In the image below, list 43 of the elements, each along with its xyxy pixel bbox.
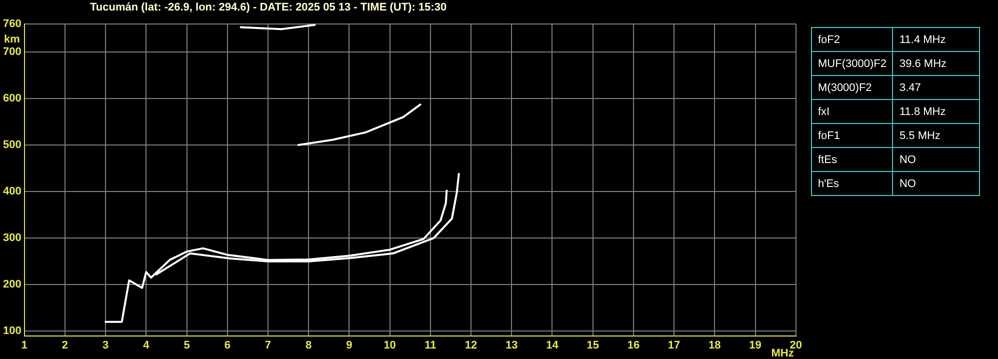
text: foF1 [812,124,893,148]
x-tick-label: 2 [62,339,68,352]
x-tick-label: 18 [708,339,721,352]
chart-title: Tucumán (lat: -26.9, lon: 294.6) - DATE: 2025 05 13 - TIME (UT): 15:30 [90,2,447,14]
text: fxI [812,100,893,124]
x-tick-label: 10 [384,339,396,352]
x-tick-label: 6 [224,339,230,352]
x-tick-label: 7 [264,339,272,352]
y-tick-label: 100 [2,325,22,338]
x-tick-label: 3 [102,339,109,352]
text: ftEs [812,148,893,172]
y-tick-label: 500 [2,139,22,152]
x-tick-label: 1 [21,339,28,352]
text: 39.6 MHz [892,52,980,76]
y-tick-label: 200 [2,278,22,291]
y-tick-label: 760 [2,18,22,30]
x-tick-label: 17 [668,339,680,352]
x-tick-label: 19 [749,339,762,352]
text: NO [892,148,980,172]
y-tick-label: 700 [2,46,22,58]
x-tick-label: 16 [627,339,640,352]
y-axis-title: km [4,34,20,46]
x-tick-label: 9 [346,339,352,352]
text: 5.5 MHz [892,124,980,148]
x-tick-label: 15 [586,339,599,352]
text: 3.47 [892,76,980,100]
y-tick-label: 600 [2,92,22,104]
y-tick-label: 300 [2,232,22,244]
x-tick-label: 11 [424,339,436,352]
text: h'Es [812,172,893,196]
text: NO [892,172,980,196]
text: 11.4 MHz [892,28,980,52]
x-tick-label: 12 [464,339,478,352]
text: foF2 [812,28,893,52]
text: 11.8 MHz [892,100,980,124]
y-tick-label: 400 [2,186,22,198]
x-tick-label: 13 [506,339,518,352]
x-tick-label: 5 [184,339,190,352]
text: MUF(3000)F2 [812,52,893,76]
text: M(3000)F2 [812,76,893,100]
x-tick-label: 8 [306,339,312,352]
x-tick-label: 4 [143,339,150,352]
x-tick-label: 14 [546,339,560,352]
